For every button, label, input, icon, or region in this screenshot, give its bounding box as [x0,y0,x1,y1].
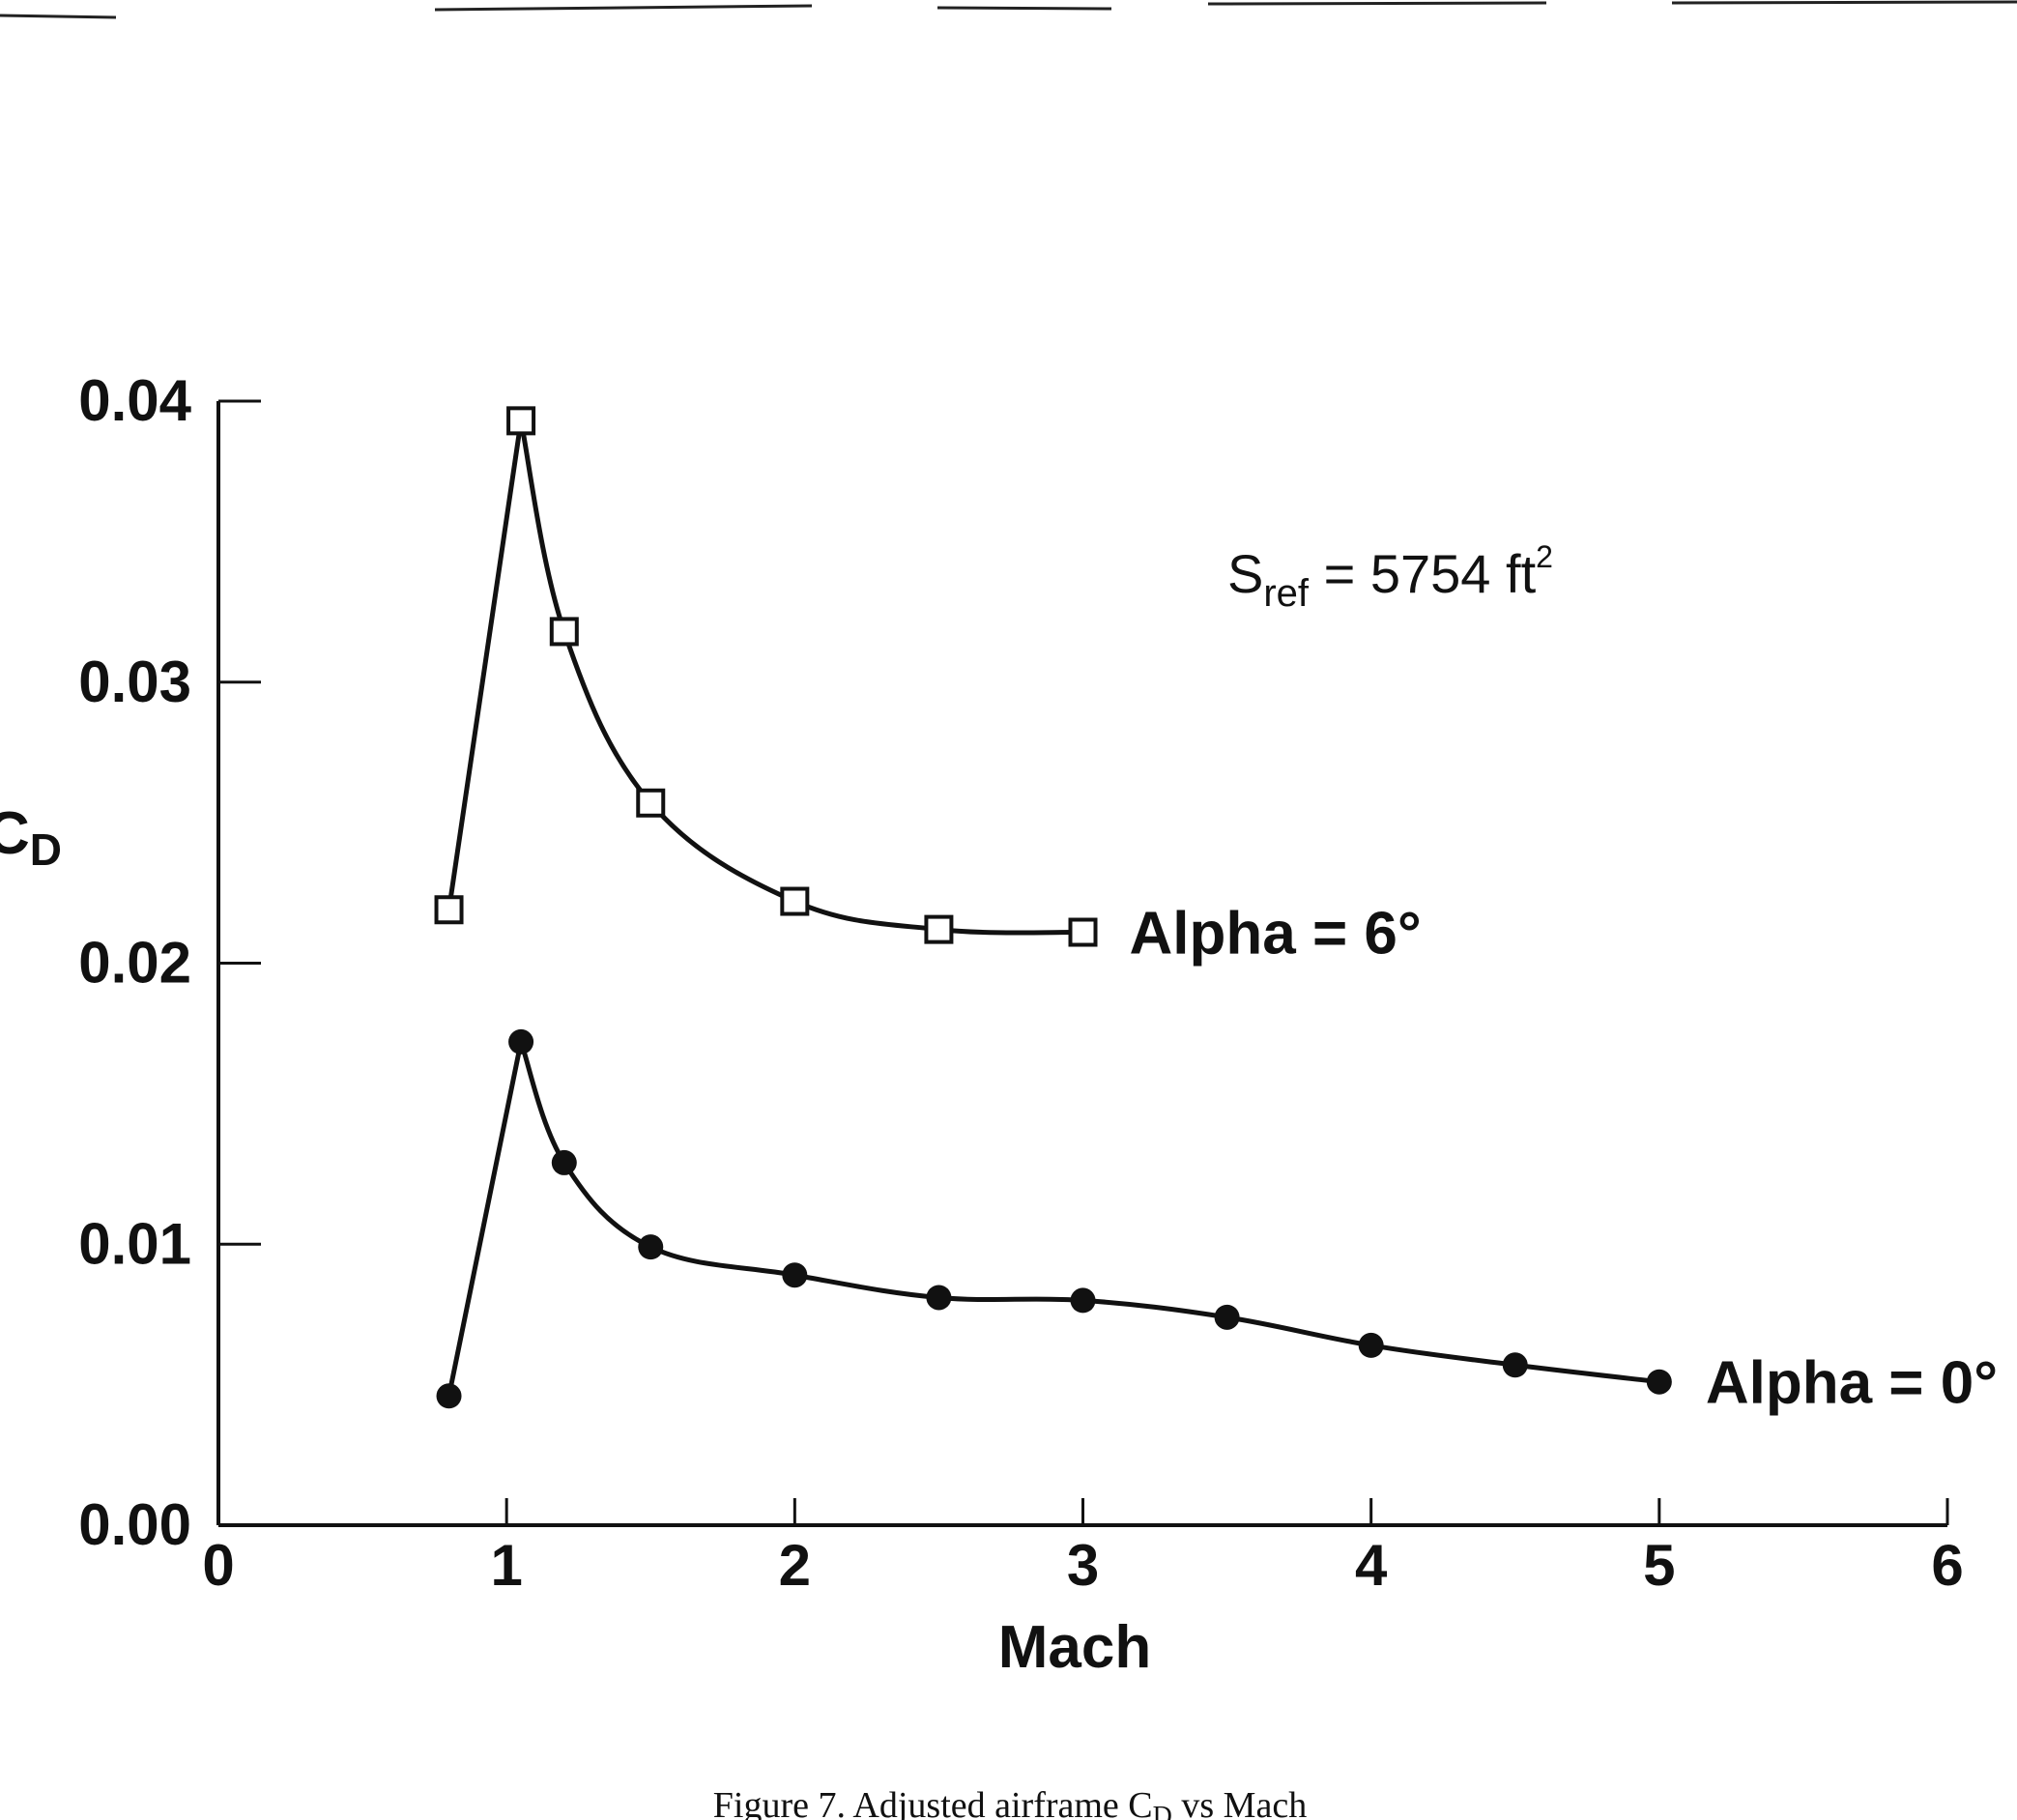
x-ticks: 0 1 2 3 4 5 6 [202,1498,1964,1598]
data-point-circle [436,1383,462,1409]
data-point-square [780,886,810,916]
sref-sub: ref [1263,572,1310,615]
data-point-square [924,914,954,944]
data-point-square [549,617,579,647]
series-label: Alpha = 0° [1706,1350,1998,1417]
data-point-circle [551,1149,577,1175]
series-label: Alpha = 6° [1130,901,1422,968]
data-point-circle [1502,1352,1528,1378]
data-point-circle [1646,1369,1672,1395]
data-point-circle [1070,1287,1096,1314]
y-axis-title-sub: D [30,824,62,875]
data-point-circle [1214,1304,1240,1330]
data-point-square [506,406,536,436]
caption-sub: D [1153,1802,1172,1820]
data-point-square [636,788,666,818]
figure-caption: Figure 7. Adjusted airframe CD vs Mach [713,1785,1307,1820]
y-tick-label: 0.00 [78,1492,191,1557]
series-line [447,418,1083,936]
series-layer: Alpha = 6° Alpha = 0° [434,406,1998,1417]
x-axis-title: Mach [998,1614,1151,1681]
sref-annotation: Sref = 5754 ft2 [1227,539,1553,615]
data-point-circle [782,1262,808,1288]
data-point-circle [508,1028,534,1054]
x-tick-label: 1 [490,1533,522,1598]
chart-axes [216,401,1947,1527]
x-tick-label: 3 [1067,1533,1099,1598]
caption-rest: vs Mach [1172,1785,1307,1820]
data-point-square [434,895,464,925]
series-alpha-6: Alpha = 6° [434,406,1422,968]
scan-artifacts [0,0,2017,19]
y-ticks: 0.00 0.01 0.02 0.03 0.04 [78,368,261,1557]
sref-sup: 2 [1536,539,1553,574]
x-tick-label: 5 [1643,1533,1675,1598]
sref-main: S [1227,543,1263,604]
x-tick-label: 6 [1931,1533,1963,1598]
y-tick-label: 0.03 [78,650,191,714]
y-tick-label: 0.02 [78,931,191,996]
data-point-square [1068,917,1098,947]
x-tick-label: 2 [779,1533,811,1598]
series-alpha-0: Alpha = 0° [436,1028,1998,1417]
caption-main: Figure 7. Adjusted airframe C [713,1785,1153,1820]
y-tick-label: 0.01 [78,1211,191,1276]
y-axis-title: CD [0,800,62,875]
data-point-circle [1358,1332,1384,1358]
y-axis-title-main: C [0,800,30,867]
x-tick-label: 0 [202,1533,234,1598]
x-tick-label: 4 [1355,1533,1388,1598]
sref-rest: = 5754 ft [1309,543,1537,604]
data-point-circle [926,1285,952,1311]
data-point-circle [638,1234,664,1260]
series-line [447,1039,1660,1397]
y-tick-label: 0.04 [78,368,191,433]
